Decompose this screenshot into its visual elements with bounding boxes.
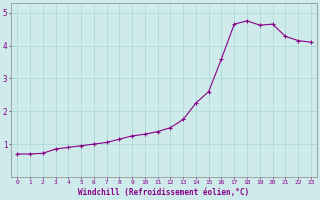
X-axis label: Windchill (Refroidissement éolien,°C): Windchill (Refroidissement éolien,°C) [78, 188, 250, 197]
